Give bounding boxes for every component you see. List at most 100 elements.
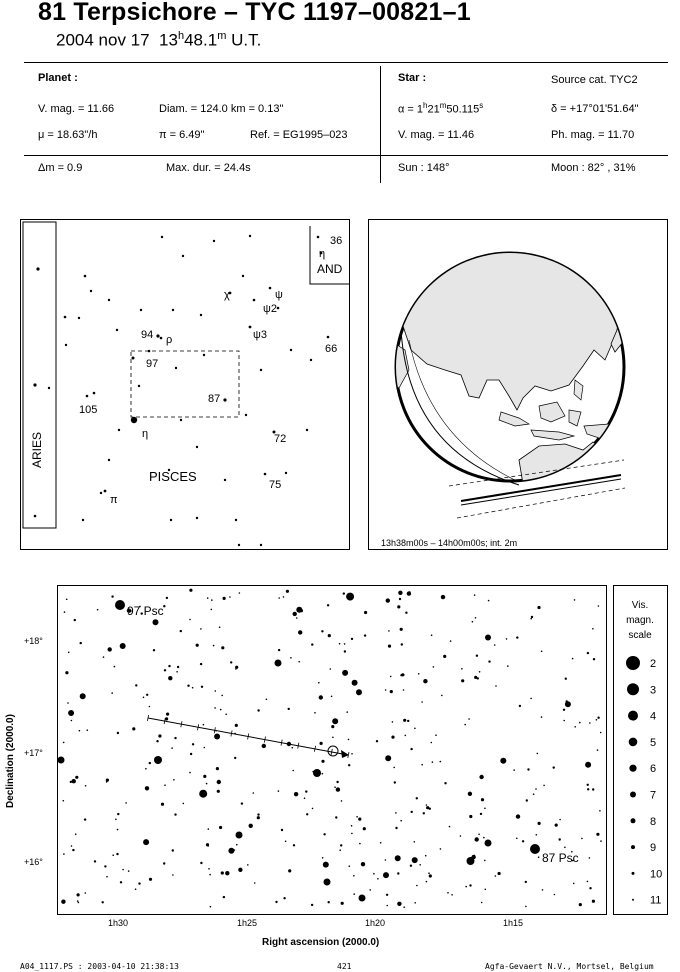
footer-file: A04_1117.PS : 2003-04-10 21:38:13 xyxy=(20,962,179,971)
detail-star xyxy=(558,838,561,841)
detail-star xyxy=(290,657,292,659)
star-label-psi3: ψ3 xyxy=(253,329,267,341)
detail-star xyxy=(484,859,486,862)
star-alpha: α = 1h21m50.115s xyxy=(398,101,484,116)
detail-star xyxy=(554,823,558,827)
detail-star xyxy=(342,592,345,595)
detail-star xyxy=(209,905,212,908)
detail-star xyxy=(439,848,442,850)
detail-star xyxy=(235,665,239,669)
detail-star xyxy=(425,804,428,806)
track-tick xyxy=(147,714,149,722)
detail-star xyxy=(74,833,77,835)
finder-star xyxy=(199,313,203,317)
detail-star-bright xyxy=(274,659,282,667)
detail-star xyxy=(444,782,447,785)
detail-star xyxy=(329,668,332,670)
star-label-36: 36 xyxy=(330,235,342,247)
detail-star xyxy=(497,871,501,876)
finder-star xyxy=(89,289,93,293)
aries-boundary xyxy=(22,221,57,529)
detail-field-rectangle xyxy=(130,350,240,418)
detail-star xyxy=(397,872,400,875)
scale-dot-mag-7 xyxy=(630,791,636,798)
detail-star xyxy=(535,788,537,790)
detail-star xyxy=(391,721,394,723)
pisces-label: PISCES xyxy=(149,469,197,484)
detail-star xyxy=(116,852,119,856)
detail-star xyxy=(592,658,596,661)
detail-star xyxy=(284,840,287,843)
track-tick xyxy=(163,718,166,725)
page-title: 81 Terpsichore – TYC 1197–00821–1 xyxy=(38,0,471,26)
detail-star xyxy=(573,599,576,601)
detail-star xyxy=(430,634,433,636)
detail-star xyxy=(113,665,116,668)
detail-star xyxy=(282,596,285,598)
detail-star-bright xyxy=(58,756,65,764)
detail-star xyxy=(214,707,216,709)
track-tick xyxy=(230,730,233,737)
finder-star xyxy=(147,349,151,353)
detail-star xyxy=(330,695,333,698)
label-97-psc: 97 Psc xyxy=(127,604,164,618)
detail-star xyxy=(339,849,342,851)
track-tick xyxy=(263,736,266,743)
planet-vmag: V. mag. = 11.66 xyxy=(38,103,115,115)
detail-stars xyxy=(58,588,602,908)
detail-star xyxy=(305,790,308,793)
finder-star xyxy=(156,334,160,338)
shadow-path-edge xyxy=(460,478,622,506)
detail-star xyxy=(480,901,483,904)
scale-dot-mag-6 xyxy=(629,764,637,772)
detail-star xyxy=(479,812,483,816)
detail-star xyxy=(410,810,413,814)
detail-star xyxy=(107,647,112,652)
detail-star xyxy=(102,656,105,658)
track-tick xyxy=(197,724,200,731)
detail-star xyxy=(518,704,522,708)
y-axis-label: Declination (2000.0) xyxy=(5,714,16,808)
detail-star xyxy=(340,901,344,905)
detail-star xyxy=(357,692,360,696)
footer-credit: Agfa-Gevaert N.V., Mortsel, Belgium xyxy=(485,962,654,971)
detail-star xyxy=(385,598,390,603)
star-label-psi: ψ xyxy=(275,289,283,301)
finder-star xyxy=(263,472,267,476)
detail-star xyxy=(338,642,341,645)
finder-star xyxy=(64,343,68,347)
detail-star xyxy=(215,767,219,771)
detail-star xyxy=(385,755,392,762)
detail-star xyxy=(116,731,120,735)
detail-star xyxy=(478,671,481,673)
detail-star xyxy=(540,650,543,653)
detail-star xyxy=(469,814,473,819)
finder-star xyxy=(244,413,248,417)
detail-star xyxy=(428,872,430,874)
detail-star xyxy=(265,698,268,701)
detail-star xyxy=(350,825,353,827)
detail-star xyxy=(597,605,600,607)
detail-star xyxy=(84,892,87,894)
detail-star xyxy=(214,733,221,740)
detail-star xyxy=(211,599,213,601)
detail-star xyxy=(389,690,393,694)
detail-star xyxy=(358,817,362,821)
finder-star xyxy=(326,335,330,339)
detail-star xyxy=(187,684,190,687)
detail-star xyxy=(132,727,136,731)
scale-label-mag-4: 4 xyxy=(650,711,656,723)
x-axis-label: Right ascension (2000.0) xyxy=(262,937,380,948)
star-delta: δ = +17°01'51.64" xyxy=(551,103,639,115)
finder-star xyxy=(160,235,164,239)
detail-star xyxy=(553,893,556,896)
detail-star xyxy=(235,668,237,670)
x-tick-1h20: 1h20 xyxy=(365,918,386,928)
detail-star xyxy=(221,694,223,697)
planet-ref: Ref. = EG1995–023 xyxy=(250,129,348,141)
detail-star xyxy=(77,901,80,904)
star-source: Source cat. TYC2 xyxy=(551,74,638,86)
detail-star xyxy=(172,874,174,876)
detail-star xyxy=(422,812,425,815)
detail-star xyxy=(253,882,256,884)
